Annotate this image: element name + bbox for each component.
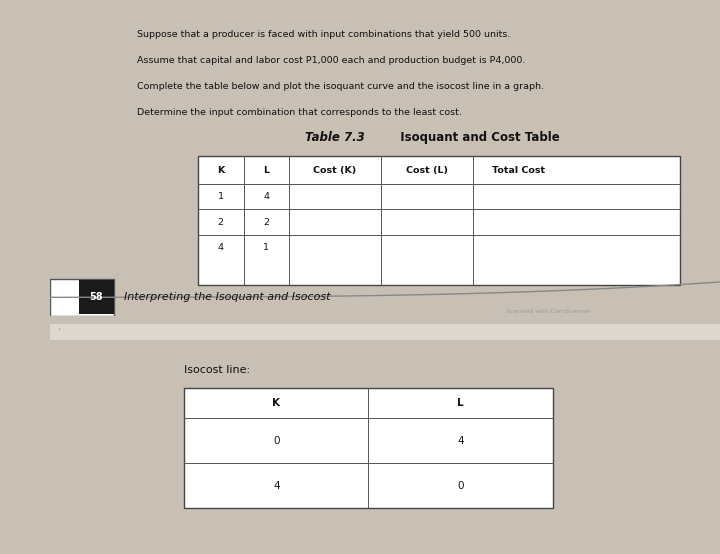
Text: L: L <box>457 398 464 408</box>
Text: Table 7.3: Table 7.3 <box>305 131 364 144</box>
Bar <box>184 388 553 508</box>
Text: ’: ’ <box>57 328 60 338</box>
Text: Isocost line:: Isocost line: <box>184 366 251 376</box>
Text: 2: 2 <box>217 218 224 227</box>
Bar <box>50 324 720 340</box>
Text: 58: 58 <box>90 293 104 302</box>
Text: Interpreting the Isoquant and Isocost: Interpreting the Isoquant and Isocost <box>124 293 330 302</box>
Bar <box>198 156 680 285</box>
Text: 0: 0 <box>457 481 464 491</box>
Text: Determine the input combination that corresponds to the least cost.: Determine the input combination that cor… <box>138 108 462 117</box>
Text: Cost (L): Cost (L) <box>405 166 448 175</box>
Text: Cost (K): Cost (K) <box>313 166 356 175</box>
Text: 4: 4 <box>457 436 464 446</box>
Text: K: K <box>217 166 224 175</box>
Text: Isoquant and Cost Table: Isoquant and Cost Table <box>392 131 559 144</box>
Text: Complete the table below and plot the isoquant curve and the isocost line in a g: Complete the table below and plot the is… <box>138 82 544 91</box>
Text: 4: 4 <box>264 192 269 202</box>
Text: Scanned with CamScanner: Scanned with CamScanner <box>505 309 590 314</box>
Text: Total Cost: Total Cost <box>492 166 545 175</box>
Text: Assume that capital and labor cost P1,000 each and production budget is P4,000.: Assume that capital and labor cost P1,00… <box>138 56 526 65</box>
Text: Suppose that a producer is faced with input combinations that yield 500 units.: Suppose that a producer is faced with in… <box>138 30 510 39</box>
Text: 4: 4 <box>273 481 279 491</box>
Text: 2: 2 <box>264 218 269 227</box>
Text: 1: 1 <box>264 243 269 252</box>
Text: K: K <box>272 398 280 408</box>
Bar <box>79 280 114 314</box>
Bar <box>50 279 114 316</box>
Text: 0: 0 <box>273 436 279 446</box>
Text: 4: 4 <box>217 243 224 252</box>
Text: 1: 1 <box>217 192 224 202</box>
Text: L: L <box>264 166 269 175</box>
